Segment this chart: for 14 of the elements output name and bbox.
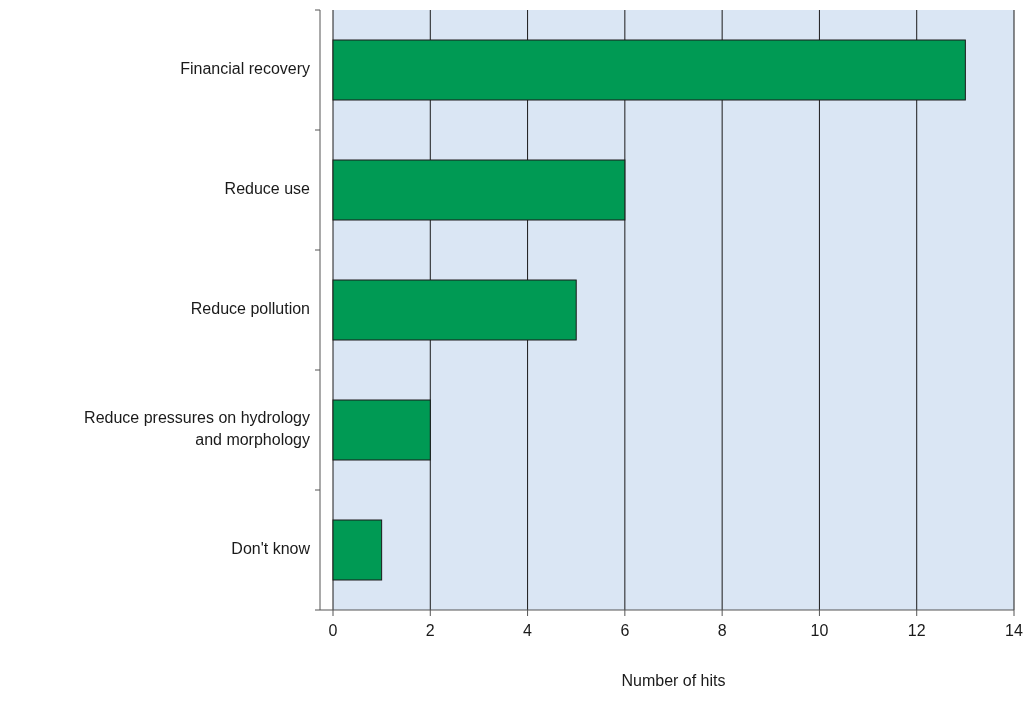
y-tick-label: Financial recovery [180, 60, 310, 78]
x-axis-title: Number of hits [621, 672, 726, 689]
y-tick-label: Reduce pressures on hydrology and morphology [84, 409, 310, 449]
y-tick-label: Reduce pollution [190, 300, 310, 318]
x-tick-label: 8 [717, 622, 727, 639]
x-tick-label: 2 [425, 622, 435, 639]
y-tick-label: Reduce use [224, 180, 311, 198]
x-tick-label: 6 [620, 622, 630, 639]
x-tick-label: 10 [810, 622, 829, 639]
x-tick-label: 14 [1005, 622, 1023, 639]
y-tick-label: Don't know [231, 540, 311, 558]
x-tick-label: 0 [328, 622, 338, 639]
x-tick-label: 12 [907, 622, 926, 639]
x-tick-label: 4 [523, 622, 533, 639]
